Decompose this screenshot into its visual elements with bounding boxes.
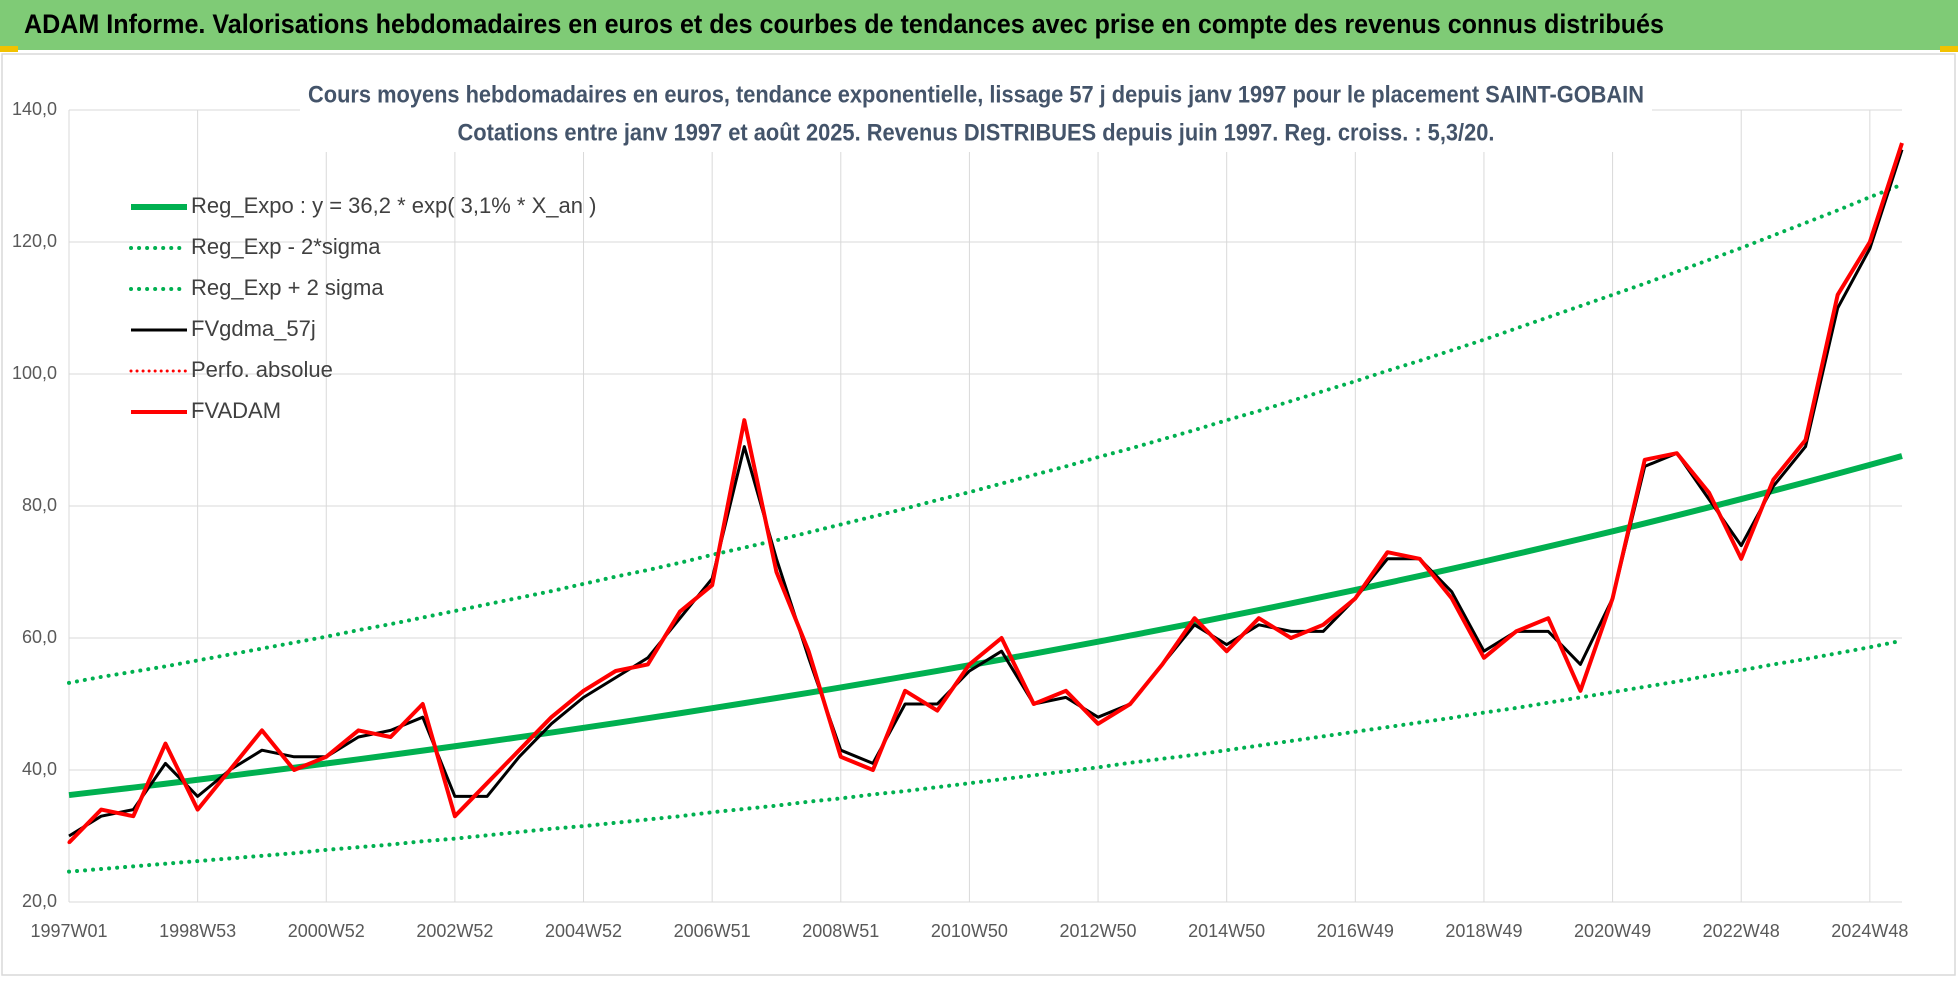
legend: Reg_Expo : y = 36,2 * exp( 3,1% * X_an )…	[129, 193, 596, 423]
x-tick-label: 2014W50	[1188, 921, 1265, 941]
legend-label: Reg_Exp + 2 sigma	[191, 275, 384, 300]
y-tick-label: 120,0	[12, 231, 57, 251]
x-tick-label: 2012W50	[1060, 921, 1137, 941]
x-tick-label: 2020W49	[1574, 921, 1651, 941]
legend-label: Reg_Exp - 2*sigma	[191, 234, 381, 259]
chart-frame	[1, 53, 1956, 976]
y-tick-label: 20,0	[22, 891, 57, 911]
y-tick-label: 140,0	[12, 99, 57, 119]
legend-label: FVADAM	[191, 398, 281, 423]
x-tick-label: 2010W50	[931, 921, 1008, 941]
x-tick-label: 2018W49	[1445, 921, 1522, 941]
series-line	[67, 142, 1904, 844]
x-tick-label: 2022W48	[1703, 921, 1780, 941]
x-tick-label: 1997W01	[30, 921, 107, 941]
x-tick-label: 1998W53	[159, 921, 236, 941]
legend-label: Perfo. absolue	[191, 357, 333, 382]
x-tick-label: 2016W49	[1317, 921, 1394, 941]
series-group	[67, 141, 1904, 874]
grid: 20,0 40,0 60,0 80,0 100,0 120,0 140,0 1997W01 19…	[12, 99, 1908, 941]
x-tick-label: 2000W52	[288, 921, 365, 941]
y-tick-label: 60,0	[22, 627, 57, 647]
y-tick-label: 40,0	[22, 759, 57, 779]
y-tick-label: 80,0	[22, 495, 57, 515]
header-corner	[0, 46, 18, 52]
chart-subtitle: Cotations entre janv 1997 et août 2025. …	[458, 119, 1495, 146]
legend-label: Reg_Expo : y = 36,2 * exp( 3,1% * X_an )	[191, 193, 596, 218]
header-corner	[1940, 46, 1958, 52]
series-line	[67, 638, 1904, 874]
x-tick-label: 2008W51	[802, 921, 879, 941]
x-tick-label: 2002W52	[416, 921, 493, 941]
x-tick-label: 2024W48	[1831, 921, 1908, 941]
header-title: ADAM Informe. Valorisations hebdomadaire…	[24, 9, 1664, 39]
header-bar	[0, 0, 1958, 50]
x-tick-label: 2006W51	[674, 921, 751, 941]
title-background	[300, 78, 1652, 152]
series-line	[67, 182, 1904, 685]
y-tick-label: 100,0	[12, 363, 57, 383]
x-tick-label: 2004W52	[545, 921, 622, 941]
chart-title: Cours moyens hebdomadaires en euros, ten…	[308, 81, 1644, 108]
legend-label: FVgdma_57j	[191, 316, 316, 341]
